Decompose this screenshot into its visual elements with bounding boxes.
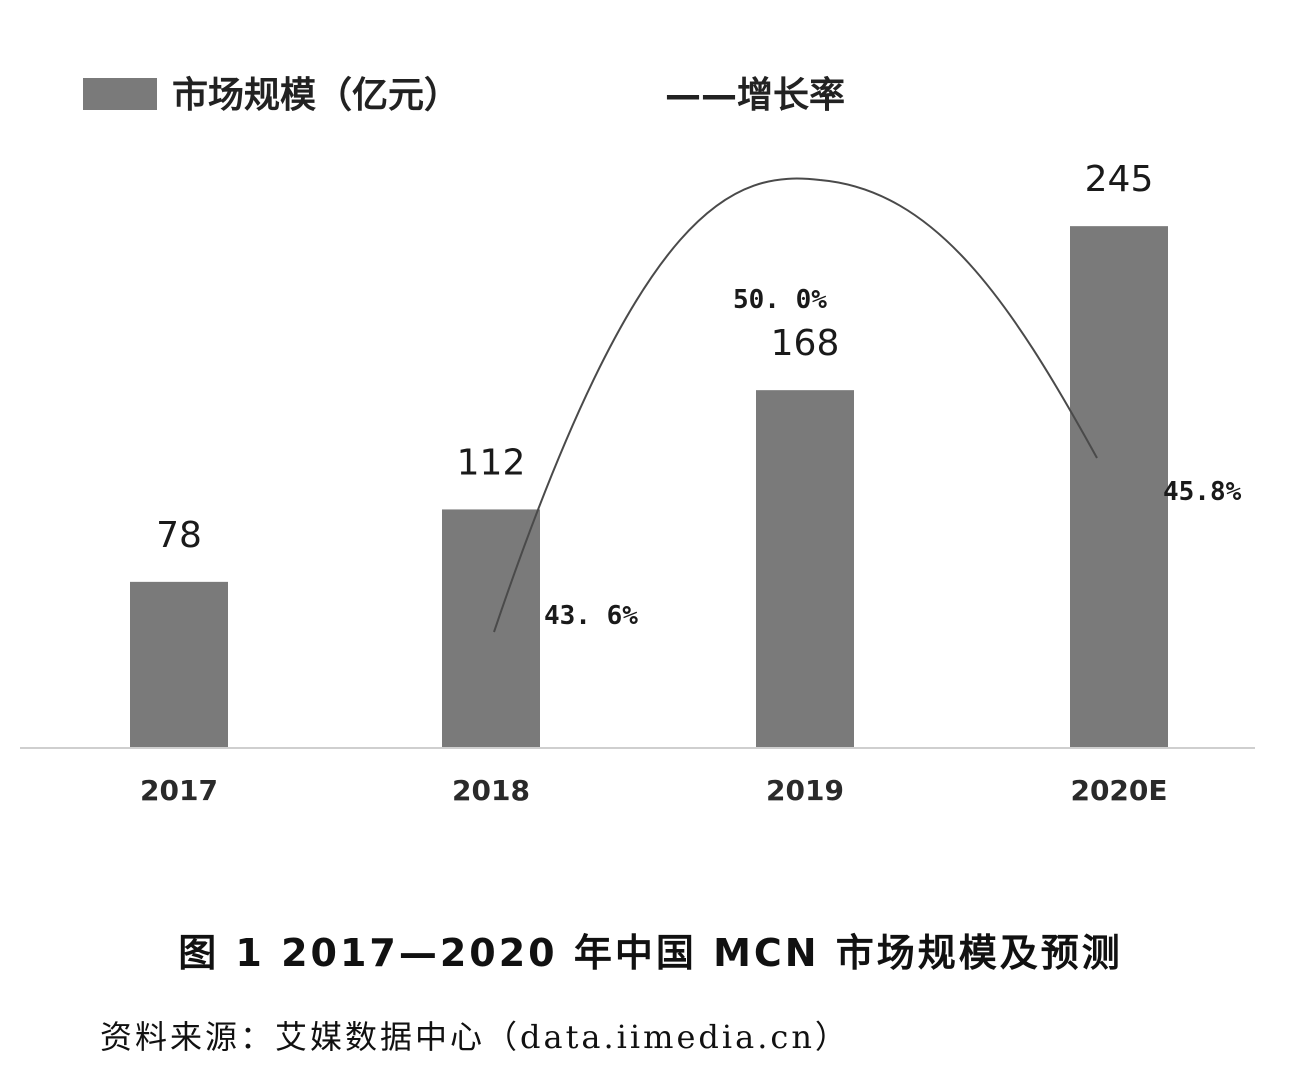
figure-caption: 图 1 2017—2020 年中国 MCN 市场规模及预测 [178, 931, 1123, 975]
rate-label-2018: 43. 6% [544, 601, 638, 631]
legend-label-market-size: 市场规模（亿元） [172, 75, 460, 116]
chart: 市场规模（亿元） ——增长率 78 112 168 245 43. 6% 50. 0% 45… [20, 75, 1255, 807]
bar-2017 [130, 581, 228, 748]
x-tick-2020E: 2020E [1070, 774, 1167, 807]
x-tick-2018: 2018 [452, 774, 530, 807]
growth-rate-line [493, 177, 1098, 633]
bar-2020E [1070, 226, 1168, 748]
source-note: 资料来源：艾媒数据中心（data.iimedia.cn） [100, 1018, 850, 1056]
value-label-2017: 78 [156, 515, 202, 556]
value-label-2019: 168 [771, 323, 840, 364]
bar-2019 [756, 390, 854, 748]
growth-line-group [493, 177, 1098, 633]
x-tick-2017: 2017 [140, 774, 218, 807]
value-label-2018: 112 [457, 442, 526, 483]
rate-label-2020E: 45.8% [1163, 477, 1242, 507]
rate-label-2019: 50. 0% [733, 285, 827, 315]
value-label-2020E: 245 [1085, 159, 1154, 200]
legend-label-growth-rate: ——增长率 [665, 75, 845, 116]
x-tick-label-group: 2017 2018 2019 2020E [140, 774, 1168, 807]
bar-group [130, 226, 1168, 748]
x-tick-2019: 2019 [766, 774, 844, 807]
legend-swatch-market-size [83, 78, 157, 110]
value-label-group: 78 112 168 245 [156, 159, 1153, 556]
rate-label-group: 43. 6% 50. 0% 45.8% [544, 285, 1242, 631]
legend: 市场规模（亿元） ——增长率 [83, 75, 845, 116]
